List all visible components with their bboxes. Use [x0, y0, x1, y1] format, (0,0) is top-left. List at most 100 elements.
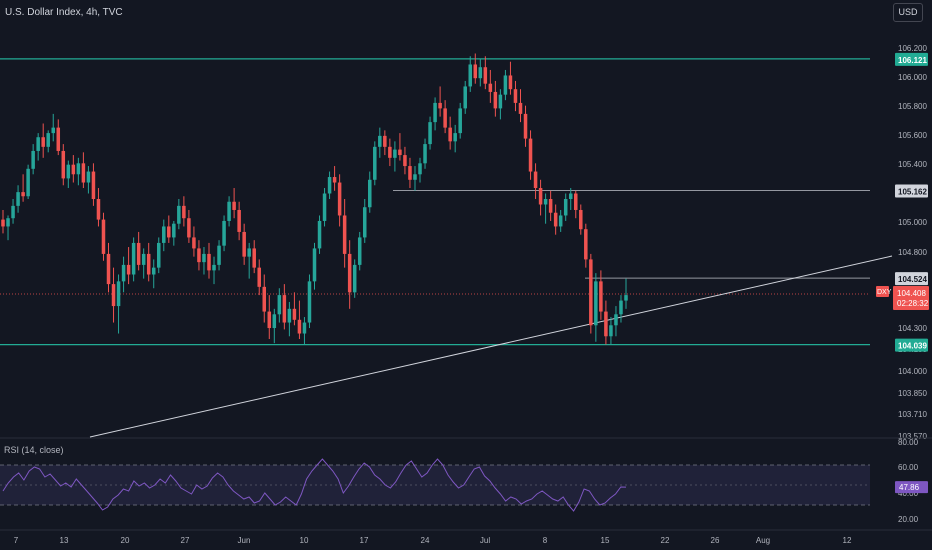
price-axis-tick: 104.000 [898, 367, 927, 376]
candle-body [131, 242, 136, 275]
price-axis-tick: 106.000 [898, 73, 927, 82]
candle-body [453, 133, 457, 142]
candle-body [197, 248, 201, 263]
candle-body [312, 248, 317, 282]
candle-body [56, 127, 61, 151]
candle-body [362, 207, 367, 238]
candle-body [508, 75, 513, 90]
candle-body [232, 201, 236, 210]
candle-body [558, 215, 563, 227]
candle-body [26, 168, 30, 197]
time-axis-tick: 12 [843, 536, 852, 545]
candle-body [212, 264, 216, 271]
rsi-axis-tick: 80.00 [898, 438, 919, 447]
candle-body [357, 237, 362, 265]
rsi-axis-tick: 20.00 [898, 515, 919, 524]
candle-body [61, 150, 66, 179]
price-axis-tick: 105.800 [898, 102, 927, 111]
candle-body [237, 209, 241, 232]
time-axis-tick: 13 [60, 536, 69, 545]
candle-body [272, 314, 277, 329]
candle-body [172, 223, 176, 238]
candle-body [66, 164, 71, 179]
candle-body [126, 264, 131, 275]
candle-body [393, 149, 397, 158]
candle-body [418, 163, 422, 175]
candle-body [614, 314, 618, 326]
candle-body [297, 319, 302, 334]
time-axis-tick: 7 [14, 536, 19, 545]
candle-body [573, 193, 578, 210]
candle-body [182, 205, 186, 219]
price-axis-tick: 105.600 [898, 131, 927, 140]
candle-body [21, 192, 25, 197]
price-tag-label: 106.121 [898, 56, 927, 65]
price-axis-tick: 106.200 [898, 44, 927, 53]
price-axis-tick: 104.800 [898, 248, 927, 257]
currency-button[interactable]: USD [893, 3, 923, 22]
candle-body [398, 149, 402, 156]
candle-body [121, 264, 126, 282]
candle-body [202, 253, 206, 263]
trend-line [89, 255, 893, 438]
candle-body [277, 295, 282, 315]
rsi-line [2, 458, 627, 512]
symbol-label: DXY [877, 289, 892, 296]
candle-body [413, 174, 417, 180]
time-axis-tick: 24 [421, 536, 430, 545]
candle-body [71, 164, 76, 175]
candle-body [287, 308, 292, 323]
candle-body [568, 193, 573, 199]
candle-body [217, 245, 221, 265]
candle-body [136, 242, 141, 265]
time-axis-tick: 26 [711, 536, 720, 545]
candle-body [604, 311, 608, 337]
time-axis-tick: Jun [238, 536, 251, 545]
candle-body [252, 248, 256, 268]
candle-body [46, 133, 50, 147]
candle-body [428, 122, 432, 145]
rsi-axis-tick: 40.00 [898, 489, 919, 498]
candle-body [473, 64, 478, 79]
candle-body [192, 237, 196, 249]
candle-body [227, 201, 231, 221]
candle-body [624, 295, 628, 301]
price-axis-tick: 104.300 [898, 324, 927, 333]
candle-body [327, 177, 332, 194]
countdown-label: 02:28:32 [897, 299, 929, 308]
candle-body [151, 267, 156, 275]
candle-body [438, 102, 442, 109]
candle-body [538, 188, 543, 205]
candle-body [553, 212, 558, 227]
price-tag-label: 104.524 [898, 275, 927, 284]
candle-body [533, 171, 538, 189]
candle-body [498, 94, 503, 109]
candle-body [403, 155, 407, 167]
price-tag-bg [895, 338, 928, 352]
candle-body [378, 135, 382, 147]
candle-body [16, 192, 20, 206]
candle-body [518, 102, 523, 114]
candle-body [41, 137, 45, 147]
time-axis-tick: Jul [480, 536, 490, 545]
candle-body [86, 171, 91, 183]
candle-body [523, 113, 528, 139]
price-axis-tick: 103.850 [898, 389, 927, 398]
candle-body [1, 219, 5, 227]
candle-body [528, 138, 533, 172]
candle-body [167, 226, 171, 238]
candle-body [594, 281, 598, 326]
candle-body [101, 219, 106, 254]
candle-body [599, 281, 603, 312]
candle-body [307, 281, 312, 323]
candle-body [579, 209, 583, 230]
candle-body [116, 281, 121, 307]
candle-body [267, 311, 272, 329]
candle-body [352, 264, 357, 293]
chart-title: U.S. Dollar Index, 4h, TVC [5, 7, 123, 18]
candle-body [619, 300, 623, 315]
price-tag-bg [895, 52, 928, 66]
candle-body [443, 108, 447, 128]
price-tag-label: 104.408 [897, 289, 926, 298]
